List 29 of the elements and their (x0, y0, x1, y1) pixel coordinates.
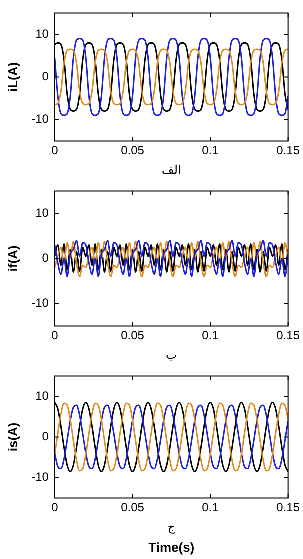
y-tick-label: 10 (36, 388, 50, 403)
x-tick-label: 0.15 (276, 144, 300, 158)
x-tick-label: 0 (52, 144, 59, 158)
x-tick-label: 0 (52, 500, 59, 515)
y-tick-label: -10 (32, 296, 50, 310)
x-tick-label: 0.1 (202, 500, 220, 515)
y-tick-label: 10 (36, 26, 50, 41)
x-axis-title: الف (162, 162, 182, 177)
y-tick-label: 0 (42, 70, 50, 84)
y-axis-title: is(A) (5, 422, 20, 452)
x-tick-label: 0 (52, 328, 59, 343)
x-tick-label: 0.05 (121, 328, 145, 343)
x-axis-title: ج (168, 520, 176, 534)
x-tick-label: 0.15 (276, 500, 300, 515)
y-tick-label: -10 (32, 470, 50, 484)
y-tick-label: -10 (32, 112, 50, 126)
y-tick-label: 10 (36, 206, 50, 220)
x-tick-label: 0.05 (121, 144, 145, 158)
x-tick-label: 0.1 (202, 144, 220, 158)
text: Time(s) (148, 540, 195, 556)
x-tick-label: 0.15 (276, 328, 300, 343)
line-series (54, 48, 288, 106)
y-axis-title: iL(A) (5, 62, 20, 92)
x-tick-label: 0.1 (202, 328, 220, 343)
y-tick-label: 0 (42, 251, 50, 266)
y-tick-label: 0 (42, 430, 50, 444)
y-axis-title: if(A) (5, 246, 20, 272)
x-axis-title: ب (166, 348, 178, 362)
x-tick-label: 0.05 (121, 500, 145, 515)
